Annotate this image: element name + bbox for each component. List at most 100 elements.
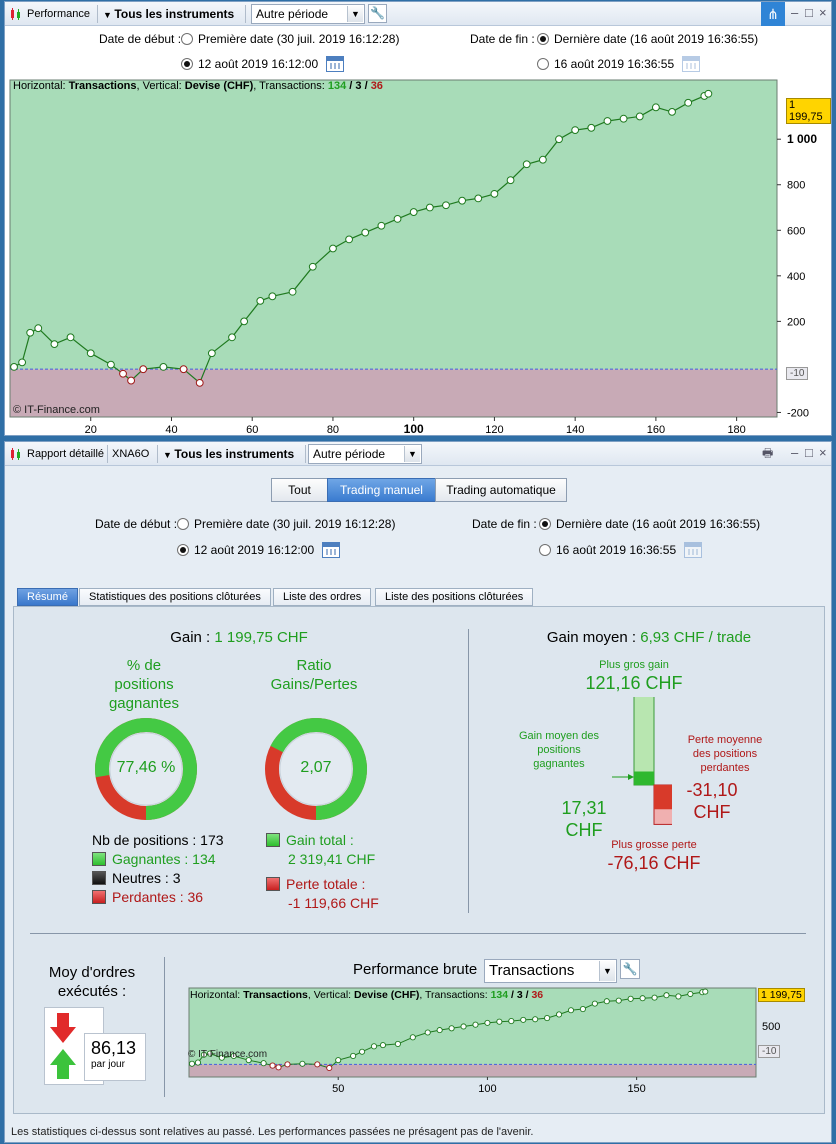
data-point: [107, 360, 115, 369]
window-title: Performance: [27, 8, 90, 20]
chevron-down-icon: ▼: [103, 10, 115, 20]
data-point: [10, 363, 18, 371]
tab-orders[interactable]: Liste des ordres: [273, 588, 372, 606]
start-custom-date-radio[interactable]: 12 août 2019 16:12:00: [181, 56, 345, 72]
minimize-icon[interactable]: –: [791, 445, 799, 460]
mini-data-point: [260, 1060, 267, 1067]
start-date-label: Date de début :: [99, 32, 182, 46]
maximize-icon[interactable]: □: [805, 5, 813, 20]
tab-closed-stats[interactable]: Statistiques des positions clôturées: [79, 588, 271, 606]
equity-line: [13, 93, 709, 384]
printer-icon[interactable]: 🖶: [762, 446, 774, 460]
minimize-icon[interactable]: –: [791, 5, 799, 20]
y-tick-label: 400: [787, 271, 805, 283]
instrument-label: Tous les instruments: [174, 447, 295, 461]
radio-icon: [539, 544, 551, 556]
winners-row: Gagnantes : 134: [92, 850, 224, 869]
mini-performance-chart[interactable]: 50 100 150: [184, 987, 806, 1097]
segment-manual[interactable]: Trading manuel: [327, 478, 436, 502]
start-custom-date-radio[interactable]: 12 août 2019 16:12:00: [177, 542, 341, 558]
end-last-date-radio[interactable]: Dernière date (16 août 2019 16:36:55): [537, 32, 758, 46]
data-point: [458, 196, 467, 205]
calendar-icon[interactable]: [322, 542, 341, 558]
mini-data-point: [508, 1018, 515, 1025]
instrument-dropdown[interactable]: ▼ Tous les instruments: [163, 446, 294, 462]
orders-unit: par jour: [91, 1059, 125, 1070]
data-point: [635, 112, 644, 121]
tab-summary[interactable]: Résumé: [17, 588, 78, 606]
data-point: [119, 369, 127, 378]
mini-y-tick: 500: [762, 1021, 781, 1033]
end-custom-date-radio[interactable]: 16 août 2019 16:36:55: [537, 56, 701, 72]
maximize-icon[interactable]: □: [805, 445, 813, 460]
last-value-badge: 1 199,75: [786, 98, 831, 124]
end-custom-date-radio[interactable]: 16 août 2019 16:36:55: [539, 542, 703, 558]
period-select[interactable]: Autre période ▼: [308, 444, 422, 464]
data-point: [555, 135, 563, 144]
wrench-icon[interactable]: 🔧: [368, 4, 387, 23]
data-point: [159, 363, 168, 371]
best-gain-value: 121,16 CHF: [585, 673, 683, 693]
data-point: [329, 244, 337, 253]
watermark: © IT-Finance.com: [13, 404, 100, 416]
data-point: [361, 228, 370, 237]
gain-total-label: Gain total :: [286, 832, 354, 848]
mini-chart-header: Horizontal: Transactions, Vertical: Devi…: [190, 989, 544, 1001]
mini-equity-line: [191, 991, 706, 1069]
start-first-date-radio[interactable]: Première date (30 juil. 2019 16:12:28): [177, 517, 395, 531]
end-last-date-radio[interactable]: Dernière date (16 août 2019 16:36:55): [539, 517, 760, 531]
share-icon[interactable]: ⋔: [761, 2, 785, 26]
mini-data-point: [579, 1005, 586, 1013]
close-icon[interactable]: ×: [819, 5, 827, 20]
x-tick-label: 180: [727, 424, 745, 435]
end-opt2-text: 16 août 2019 16:36:55: [556, 543, 677, 557]
mini-data-point: [275, 1064, 282, 1071]
end-date-label: Date de fin :: [472, 517, 537, 531]
zero-line-badge: -10: [786, 367, 809, 380]
y-tick-label: 800: [787, 180, 805, 192]
perf-select[interactable]: Transactions ▼: [484, 959, 617, 983]
data-point: [308, 262, 317, 271]
calendar-icon[interactable]: [684, 542, 703, 558]
segment-auto[interactable]: Trading automatique: [435, 478, 567, 502]
period-select[interactable]: Autre période ▼: [251, 4, 365, 24]
data-point: [506, 176, 515, 185]
mini-zero-badge: -10: [758, 1045, 781, 1058]
chevron-down-icon: ▼: [347, 6, 363, 22]
pct-title-1: % de: [126, 657, 162, 674]
radio-icon: [177, 518, 189, 530]
x-tick-label: 40: [165, 424, 177, 435]
gain-value: 1 199,75 CHF: [214, 629, 308, 646]
avg-win-label-2: positions: [537, 744, 581, 756]
y-tick-label: 600: [787, 225, 805, 237]
mini-data-point: [675, 993, 682, 1000]
positive-area: [10, 80, 777, 370]
start-opt2-text: 12 août 2019 16:12:00: [194, 543, 315, 557]
instrument-dropdown[interactable]: ▼ Tous les instruments: [103, 6, 234, 22]
loss-total-row: Perte totale :: [266, 875, 379, 894]
segment-all[interactable]: Tout: [271, 478, 328, 502]
wrench-icon[interactable]: 🔧: [620, 959, 640, 979]
black-square-icon: [92, 871, 106, 885]
mini-header-v: Devise (CHF): [354, 989, 420, 1001]
candles-icon: [9, 447, 23, 461]
mini-data-point: [194, 1059, 202, 1066]
calendar-icon[interactable]: [682, 56, 701, 72]
close-icon[interactable]: ×: [819, 445, 827, 460]
mini-data-point: [245, 1057, 252, 1064]
winners-text: Gagnantes : 134: [112, 851, 216, 867]
end-opt1-text: Dernière date (16 août 2019 16:36:55): [556, 517, 761, 531]
avg-loss-bar: [654, 785, 672, 810]
negative-area: [10, 369, 777, 417]
chart-header: Horizontal: Transactions, Vertical: Devi…: [13, 80, 383, 92]
calendar-icon[interactable]: [326, 56, 345, 72]
tab-closed-positions[interactable]: Liste des positions clôturées: [375, 588, 534, 606]
data-point: [179, 365, 188, 374]
data-point: [603, 117, 612, 125]
start-first-date-radio[interactable]: Première date (30 juil. 2019 16:12:28): [181, 32, 399, 46]
data-point: [409, 208, 418, 216]
period-value: Autre période: [313, 447, 386, 461]
worst-loss-value: -76,16 CHF: [607, 853, 701, 873]
performance-chart[interactable]: -200 200 400 600 800 1 000 20 40 60 80 100 120 140 16…: [5, 77, 831, 435]
mini-data-point: [299, 1060, 306, 1067]
